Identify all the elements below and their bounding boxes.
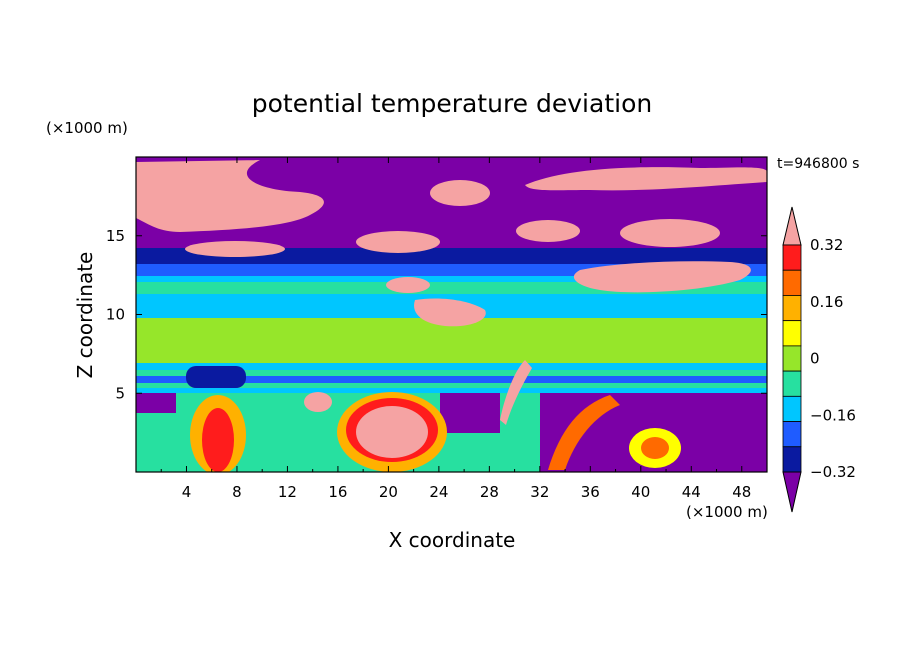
x-tick-label: 24 [429, 483, 448, 501]
colorbar-label: 0.16 [810, 293, 843, 311]
x-tick-label: 36 [581, 483, 600, 501]
x-tick-label: 48 [732, 483, 751, 501]
blob-upper-top-right [525, 167, 767, 191]
blob-upper-mid-right [516, 220, 580, 242]
colorbar-bin [782, 421, 802, 448]
colorbar-label: 0.32 [810, 236, 843, 254]
blob-upper-layer-right [573, 261, 751, 293]
chart-title: potential temperature deviation [252, 89, 652, 118]
layer-tropopause-dark [136, 248, 767, 264]
layer-cool-stripe [136, 376, 767, 383]
y-axis-ticks: 5 10 15 [106, 227, 767, 402]
x-tick-label: 16 [328, 483, 347, 501]
x-tick-label: 20 [379, 483, 398, 501]
region-lower-left-cold [136, 393, 176, 413]
colorbar-bin [782, 370, 802, 397]
blob-lower-center-core [356, 406, 428, 458]
blob-midlevel-plume [500, 360, 532, 425]
colorbar-bin [782, 345, 802, 372]
x-tick-label: 28 [480, 483, 499, 501]
blob-upper-small-center [356, 231, 440, 253]
plot-area [136, 157, 767, 472]
y-axis-label: Z coordinate [73, 252, 97, 379]
x-tick-label: 4 [182, 483, 192, 501]
blob-upper-center [430, 180, 490, 206]
colorbar-bin [782, 244, 802, 271]
x-tick-label: 40 [631, 483, 650, 501]
blob-midlevel-left-cluster [414, 298, 486, 327]
blob-upper-left [136, 160, 324, 232]
x-axis-ticks: 4 8 12 16 20 24 28 32 36 40 44 48 [160, 157, 751, 501]
colorbar-label: 0 [810, 350, 820, 368]
colorbar: 0.32 0.16 0 −0.16 −0.32 [782, 206, 856, 513]
colorbar-bin [782, 295, 802, 322]
colorbar-bin [782, 446, 802, 473]
y-tick-label: 10 [106, 306, 125, 324]
colorbar-label: −0.16 [810, 406, 856, 424]
x-tick-label: 44 [682, 483, 701, 501]
blob-lower-left-spot [304, 392, 332, 412]
colorbar-extend-bottom [782, 471, 802, 513]
blob-upper-small-mid [386, 277, 430, 293]
x-tick-label: 12 [278, 483, 297, 501]
layer-lower-cool-patch [186, 366, 246, 388]
region-lower-mid-cold [440, 393, 500, 433]
x-axis-label: X coordinate [389, 528, 516, 552]
time-label: t=946800 s [777, 156, 859, 172]
colorbar-bin [782, 320, 802, 347]
x-tick-label: 8 [232, 483, 242, 501]
blob-lower-left-inner [202, 408, 234, 472]
y-tick-label: 15 [106, 227, 125, 245]
x-unit-label: (×1000 m) [686, 503, 768, 521]
blob-upper-small-left [185, 241, 285, 257]
colorbar-label: −0.32 [810, 463, 856, 481]
colorbar-extend-top [782, 206, 802, 246]
blob-diagonal-plume [548, 395, 620, 470]
y-unit-label: (×1000 m) [46, 119, 128, 137]
x-tick-label: 32 [530, 483, 549, 501]
blob-lower-right-core [641, 437, 669, 459]
colorbar-bin [782, 269, 802, 296]
colorbar-bin [782, 395, 802, 422]
y-tick-label: 5 [115, 384, 125, 402]
blob-upper-right [620, 219, 720, 247]
